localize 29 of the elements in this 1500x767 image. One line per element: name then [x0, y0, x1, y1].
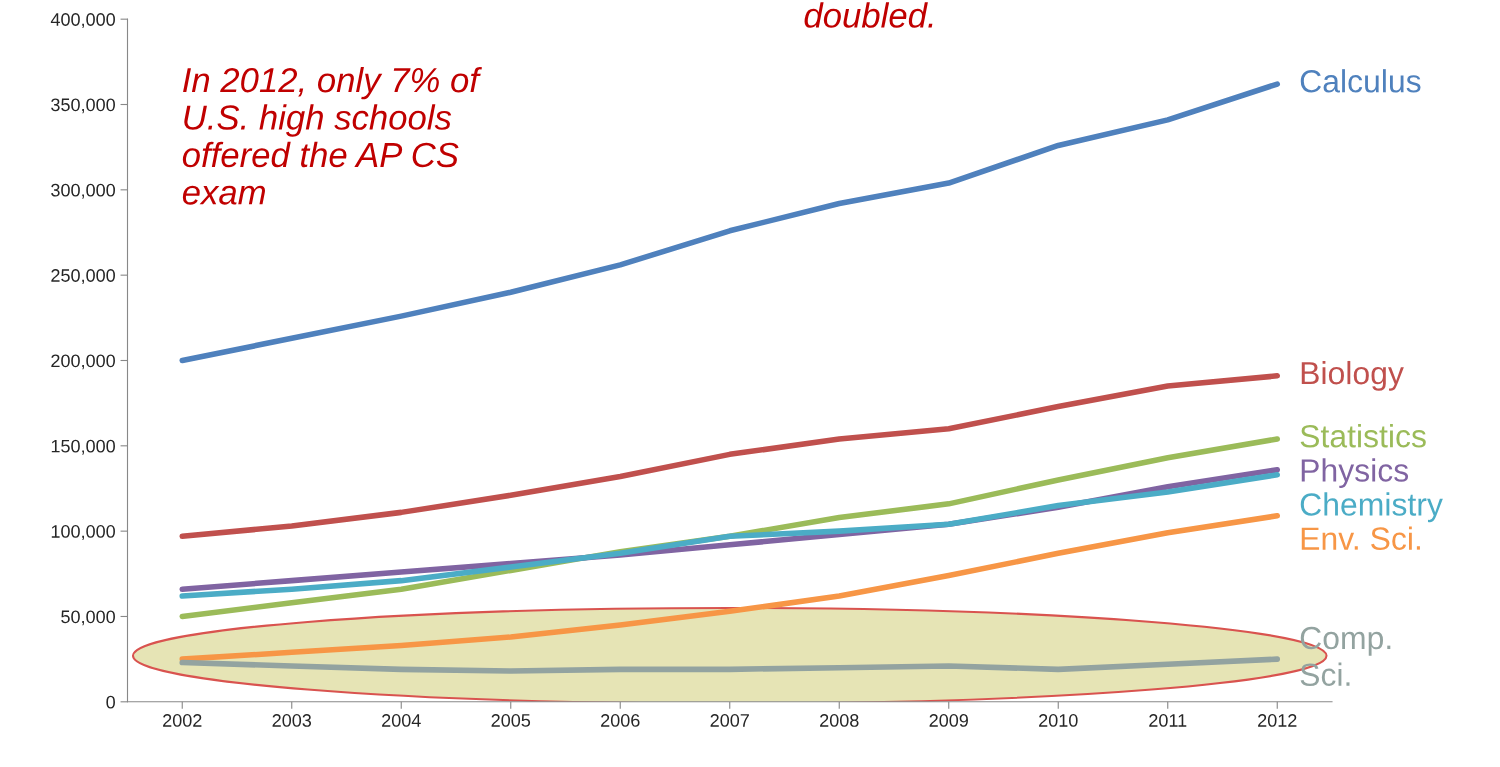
x-tick-label: 2011 — [1149, 714, 1187, 727]
x-tick-label: 2009 — [929, 714, 968, 727]
series-label: Biology — [1301, 360, 1404, 391]
x-tick-label: 2002 — [163, 714, 202, 727]
series-label: Calculus — [1300, 69, 1421, 93]
x-tick-label: 2008 — [820, 714, 859, 727]
series-label: Comp. Sci. — [1300, 626, 1391, 687]
x-tick-label: 2012 — [1258, 714, 1297, 727]
annotation: doubled. — [804, 2, 933, 28]
series-label: Statistics — [1300, 424, 1426, 448]
annotation: In 2012, only 7% of U.S. high schools offered the AP CS exam — [182, 66, 482, 205]
y-tick-label: 300,000 — [51, 183, 115, 199]
x-tick-label: 2007 — [710, 714, 749, 727]
y-tick-label: 250,000 — [51, 269, 115, 285]
x-tick-label: 2003 — [272, 714, 312, 727]
y-tick-label: 50,000 — [61, 610, 115, 626]
y-tick-label: 100,000 — [51, 525, 115, 540]
x-tick-label: 2010 — [1039, 714, 1078, 727]
y-tick-label: 200,000 — [51, 354, 115, 370]
y-tick-label: 350,000 — [51, 98, 115, 114]
x-tick-label: 2006 — [601, 714, 640, 727]
x-tick-label: 2004 — [382, 714, 421, 727]
y-tick-label: 400,000 — [50, 13, 115, 29]
series-label: Physics — [1301, 458, 1409, 489]
y-tick-label: 150,000 — [51, 439, 115, 455]
series-label: Chemistry — [1300, 492, 1443, 523]
y-tick-label: 0 — [106, 695, 115, 709]
x-tick-label: 2005 — [491, 714, 531, 727]
series-label: Env. Sci. — [1301, 526, 1420, 550]
